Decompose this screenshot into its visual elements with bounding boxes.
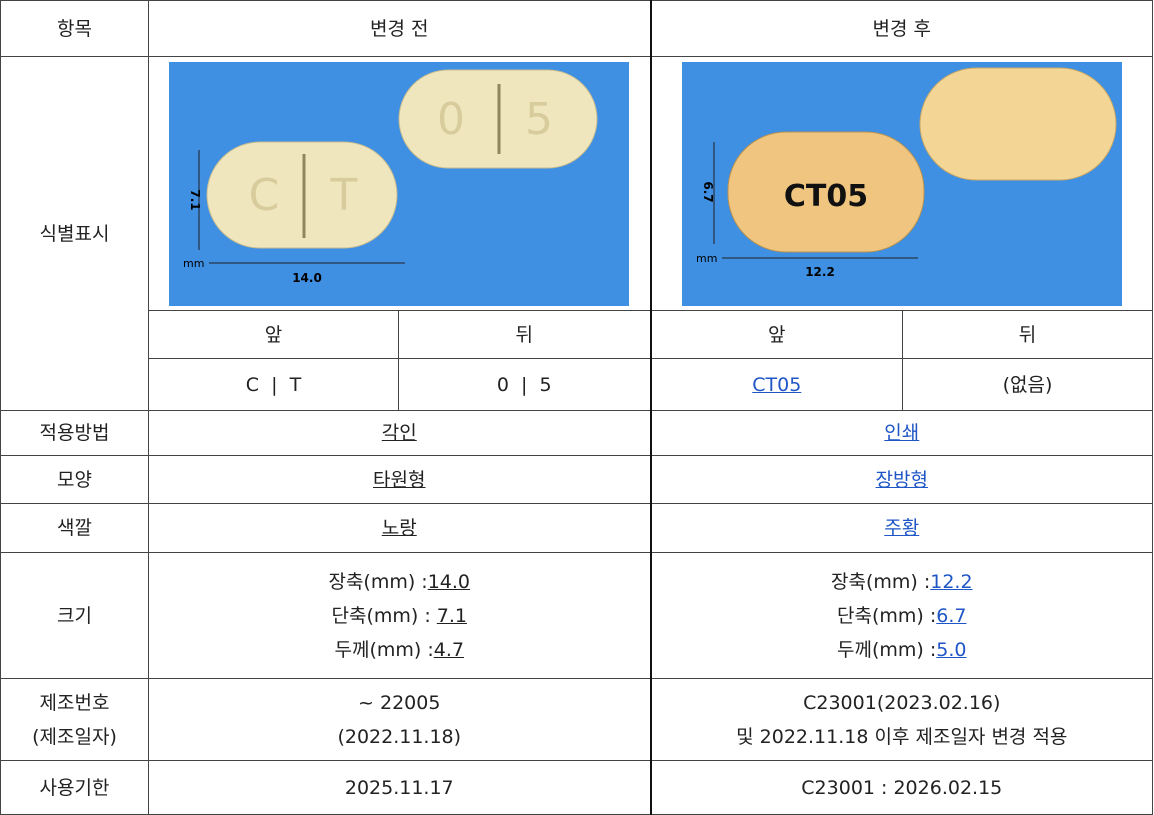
size-value: 4.7 bbox=[433, 638, 464, 661]
header-cell: 변경 후 bbox=[649, 0, 1154, 57]
value-cell: 노랑 bbox=[147, 503, 652, 553]
value-cell: 장축(mm) :12.2 단축(mm) :6.7 두께(mm) :5.0 bbox=[649, 552, 1154, 679]
size-line: 단축(mm) : 7.1 bbox=[149, 599, 650, 633]
pill-image-after: CT05 6.7 mm 12.2 bbox=[681, 61, 1122, 306]
value-line: ~ 22005 bbox=[358, 691, 441, 714]
row-label: 크기 bbox=[0, 552, 149, 679]
size-line: 장축(mm) :14.0 bbox=[149, 565, 650, 599]
mark-row: C | T 0 | 5 CT05 (없음) bbox=[1, 358, 1154, 411]
size-line: 두께(mm) :5.0 bbox=[652, 633, 1153, 667]
row-label: 제조번호 (제조일자) bbox=[0, 678, 149, 761]
color-row: 색깔 노랑 주황 bbox=[0, 503, 1154, 553]
size-line: 장축(mm) :12.2 bbox=[652, 565, 1153, 599]
pill-image-before: 0 5 C T 7.1 mm 14.0 bbox=[169, 61, 630, 306]
side-cell: 뒤 bbox=[902, 310, 1154, 359]
shape-row: 모양 타원형 장방형 bbox=[0, 455, 1154, 504]
image-cell: CT05 6.7 mm 12.2 bbox=[649, 56, 1154, 311]
mark-cell: (없음) bbox=[902, 358, 1154, 411]
changed-value: 12.2 bbox=[930, 570, 973, 593]
value-text: 노랑 bbox=[381, 517, 417, 539]
side-cell: 앞 bbox=[148, 310, 399, 359]
value-cell: 인쇄 bbox=[649, 410, 1154, 456]
size-value: 14.0 bbox=[427, 570, 471, 593]
header-row: 항목 변경 전 변경 후 bbox=[0, 0, 1154, 57]
value-cell: 각인 bbox=[147, 410, 652, 456]
header-cell: 항목 bbox=[0, 0, 149, 57]
pill-mark: T bbox=[330, 170, 358, 221]
mark-cell: C | T bbox=[148, 358, 399, 411]
row-label: 식별표시 bbox=[0, 56, 149, 411]
changed-value: 5.0 bbox=[936, 638, 967, 661]
value-cell: 타원형 bbox=[147, 455, 652, 504]
side-cell: 뒤 bbox=[397, 310, 652, 359]
changed-value: 인쇄 bbox=[884, 422, 920, 444]
value-cell: C23001(2023.02.16) 및 2022.11.18 이후 제조일자 변… bbox=[649, 678, 1154, 761]
value-cell: 장방형 bbox=[649, 455, 1154, 504]
label-line: 제조번호 bbox=[39, 691, 110, 714]
dimension-label: 6.7 bbox=[701, 181, 715, 202]
mark-cell: CT05 bbox=[649, 358, 904, 411]
value-cell: 주황 bbox=[649, 503, 1154, 553]
value-cell: 2025.11.17 bbox=[147, 760, 652, 815]
value-cell: 장축(mm) :14.0 단축(mm) : 7.1 두께(mm) :4.7 bbox=[147, 552, 652, 679]
pill-mark: CT05 bbox=[784, 179, 868, 214]
changed-value: 주황 bbox=[884, 517, 920, 539]
image-row: 식별표시 0 5 C T 7.1 mm 14.0 CT05 6.7 mm bbox=[0, 56, 1154, 411]
value-line: 및 2022.11.18 이후 제조일자 변경 적용 bbox=[736, 725, 1068, 748]
lot-row: 제조번호 (제조일자) ~ 22005 (2022.11.18) C23001(20… bbox=[0, 678, 1154, 761]
method-row: 적용방법 각인 인쇄 bbox=[0, 410, 1154, 456]
side-row: 앞 뒤 앞 뒤 bbox=[1, 310, 1154, 359]
mark-cell: 0 | 5 bbox=[397, 358, 652, 411]
size-name: 장축(mm) : bbox=[328, 570, 428, 593]
row-label: 사용기한 bbox=[0, 760, 149, 815]
size-name: 두께(mm) : bbox=[334, 638, 434, 661]
side-cell: 앞 bbox=[649, 310, 904, 359]
changed-value: CT05 bbox=[752, 373, 802, 396]
changed-value: 6.7 bbox=[936, 604, 967, 627]
value-cell: C23001 : 2026.02.15 bbox=[649, 760, 1154, 815]
size-value: 7.1 bbox=[436, 604, 468, 627]
value-line: (2022.11.18) bbox=[337, 725, 462, 748]
size-row: 크기 장축(mm) :14.0 단축(mm) : 7.1 두께(mm) :4.7… bbox=[0, 552, 1154, 679]
row-label: 색깔 bbox=[0, 503, 149, 553]
row-label: 모양 bbox=[0, 455, 149, 504]
size-name: 장축(mm) : bbox=[830, 570, 931, 593]
expiry-row: 사용기한 2025.11.17 C23001 : 2026.02.15 bbox=[0, 760, 1154, 815]
unit-label: mm bbox=[696, 252, 717, 265]
header-cell: 변경 전 bbox=[147, 0, 652, 57]
unit-label: mm bbox=[183, 257, 204, 270]
changed-value: 장방형 bbox=[875, 468, 928, 491]
row-label: 적용방법 bbox=[0, 410, 149, 456]
size-name: 단축(mm) : bbox=[331, 604, 437, 627]
dimension-label: 14.0 bbox=[292, 271, 322, 285]
value-text: 각인 bbox=[381, 422, 417, 444]
dimension-label: 7.1 bbox=[188, 189, 202, 210]
dimension-label: 12.2 bbox=[805, 265, 835, 279]
size-name: 두께(mm) : bbox=[837, 638, 937, 661]
size-name: 단축(mm) : bbox=[837, 604, 937, 627]
size-line: 단축(mm) :6.7 bbox=[652, 599, 1153, 633]
value-cell: ~ 22005 (2022.11.18) bbox=[147, 678, 652, 761]
size-line: 두께(mm) :4.7 bbox=[149, 633, 650, 667]
image-cell: 0 5 C T 7.1 mm 14.0 bbox=[147, 56, 652, 311]
pill-mark: C bbox=[249, 170, 280, 221]
pill-mark: 0 bbox=[437, 94, 465, 145]
value-text: 타원형 bbox=[373, 468, 426, 491]
value-line: C23001(2023.02.16) bbox=[803, 691, 1001, 714]
pill-mark: 5 bbox=[525, 94, 553, 145]
label-line: (제조일자) bbox=[32, 725, 117, 748]
